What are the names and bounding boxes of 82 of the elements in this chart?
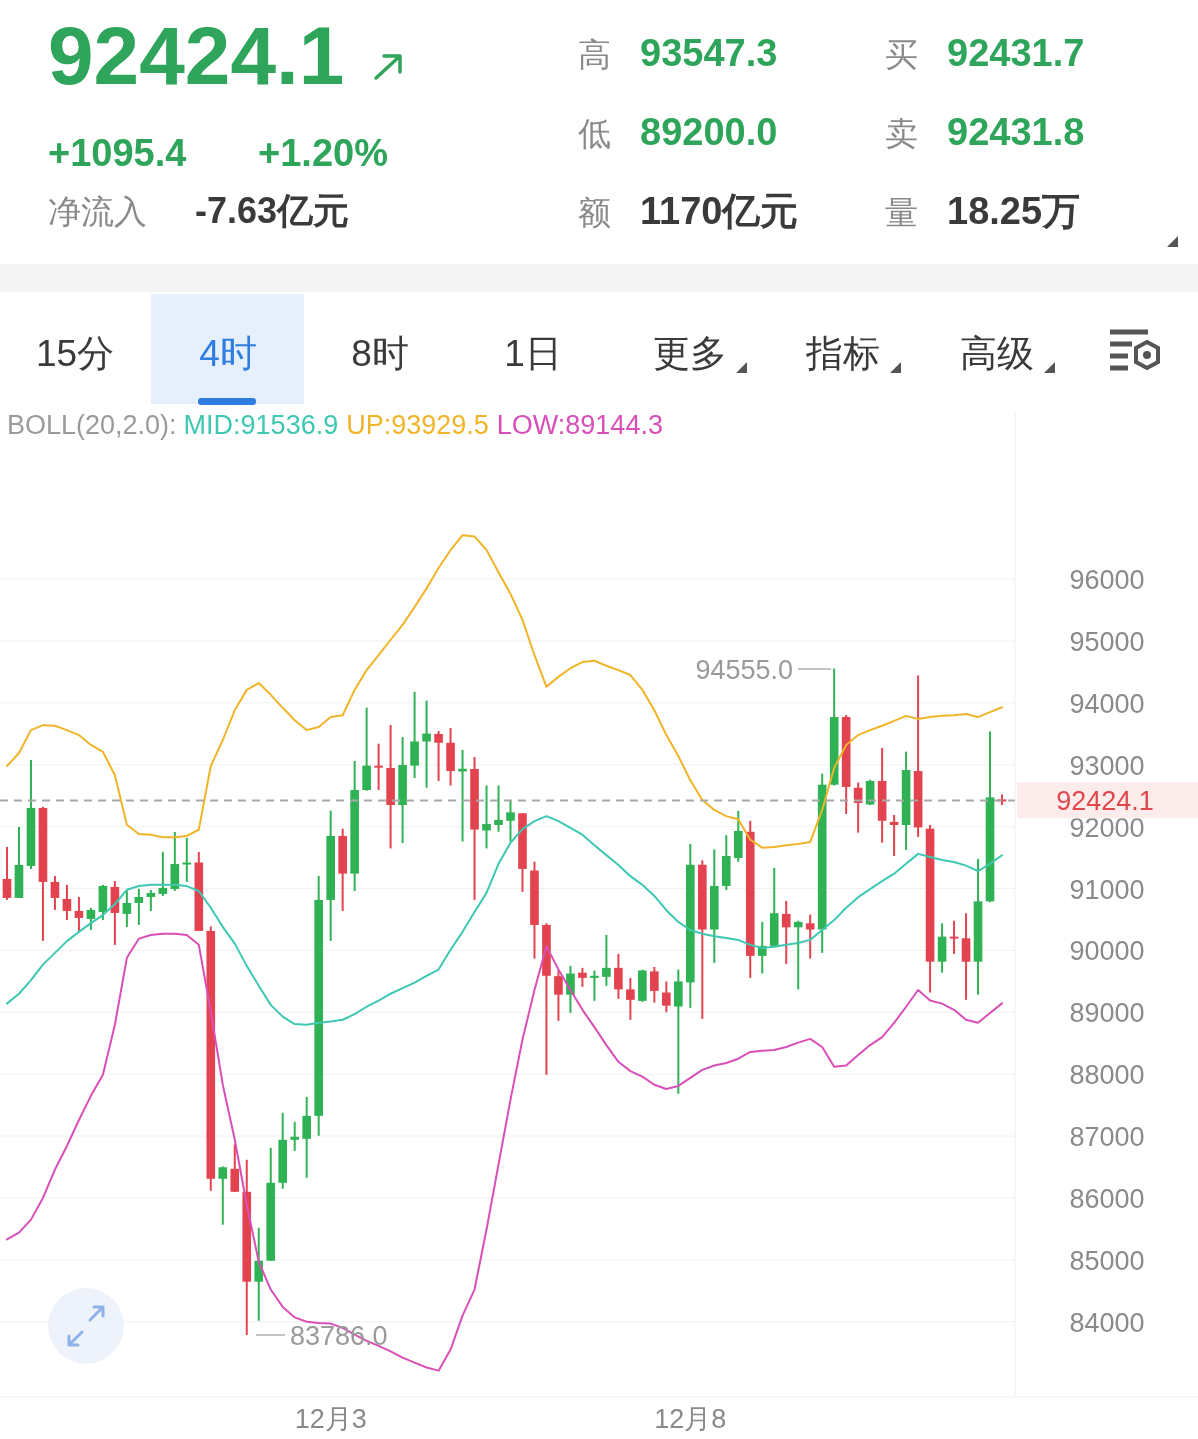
text: 89200.0	[640, 111, 778, 153]
y-tick-label: 94000	[1069, 688, 1145, 719]
candlestick	[590, 969, 599, 1002]
candlestick	[554, 969, 563, 1022]
text: 8时	[351, 333, 409, 374]
text: 92431.8	[947, 111, 1085, 153]
candlestick	[74, 895, 84, 933]
candlestick	[889, 813, 899, 857]
text: 高级	[960, 333, 1034, 374]
text: UP:93929.5	[346, 410, 489, 440]
text: 卖	[885, 115, 918, 152]
y-tick-label: 86000	[1069, 1183, 1145, 1214]
chart-title: 92424.1	[48, 10, 345, 101]
y-tick-label: 89000	[1069, 998, 1145, 1029]
candlestick	[434, 730, 443, 782]
y-tick-label: 87000	[1069, 1122, 1145, 1153]
candlestick	[626, 976, 635, 1021]
candlestick	[614, 952, 623, 1000]
line-series	[5, 932, 1004, 1372]
text: 18.25万	[947, 190, 1081, 232]
legend-title: BOLL(20,2.0):	[7, 410, 177, 440]
candlestick	[793, 919, 803, 991]
candlestick	[422, 699, 431, 789]
text: 15分	[35, 333, 115, 374]
line-series	[5, 534, 1004, 849]
candlestick	[374, 742, 383, 791]
text: 更多	[653, 333, 727, 374]
text: 买	[885, 36, 918, 73]
candlestick	[650, 965, 659, 1004]
candlestick	[494, 784, 503, 833]
candlestick	[781, 899, 791, 965]
text: 1170亿元	[640, 190, 799, 232]
x-tick-label: 12月8	[654, 1404, 727, 1434]
candlestick	[290, 1120, 300, 1152]
candlestick	[458, 749, 467, 843]
y-tick-label: 88000	[1069, 1060, 1145, 1091]
text: 净流入	[48, 193, 147, 230]
candlestick	[302, 1095, 312, 1179]
x-tick-label: 12月3	[294, 1404, 367, 1434]
text: +1095.4	[48, 132, 187, 174]
y-tick-label: 93000	[1069, 750, 1145, 781]
text: 指标	[805, 333, 880, 374]
candlestick	[482, 784, 491, 850]
text: 低	[578, 115, 611, 152]
y-tick-label: 85000	[1069, 1245, 1145, 1276]
text: 高	[578, 36, 611, 73]
candlestick	[602, 933, 611, 987]
y-tick-label: 95000	[1069, 626, 1145, 657]
candlestick	[506, 798, 515, 843]
candlestick	[961, 912, 971, 1001]
candlestick	[62, 883, 72, 921]
candlestick	[146, 888, 156, 912]
candlestick	[182, 836, 192, 883]
text: 量	[885, 194, 918, 231]
text: 93547.3	[640, 32, 778, 74]
candlestick	[949, 919, 959, 955]
y-tick-label: 90000	[1069, 936, 1145, 967]
text: 额	[578, 194, 611, 231]
y-tick-label: 84000	[1069, 1307, 1145, 1338]
text: -7.63亿元	[195, 190, 350, 231]
candlestick	[218, 1165, 228, 1226]
text: 4时	[199, 333, 257, 374]
candlestick	[2, 845, 12, 901]
candlestick	[122, 889, 132, 928]
candlestick	[578, 966, 587, 988]
annotation: 94555.0	[695, 655, 793, 685]
line-series	[5, 815, 1004, 1026]
candlestick	[134, 887, 144, 926]
candlestick	[86, 906, 96, 931]
candlestick	[50, 874, 60, 911]
candlestick	[805, 913, 815, 960]
text: 1日	[504, 333, 562, 374]
text: 92431.7	[947, 32, 1085, 74]
y-tick-label: 96000	[1069, 565, 1145, 596]
y-tick-label: 91000	[1069, 874, 1145, 905]
candlestick	[158, 850, 168, 897]
text: MID:91536.9	[183, 410, 339, 440]
candlestick	[230, 1143, 240, 1193]
candlestick	[254, 1226, 264, 1322]
text: LOW:89144.3	[496, 410, 663, 440]
text: +1.20%	[258, 132, 388, 174]
candlestick	[662, 980, 671, 1014]
